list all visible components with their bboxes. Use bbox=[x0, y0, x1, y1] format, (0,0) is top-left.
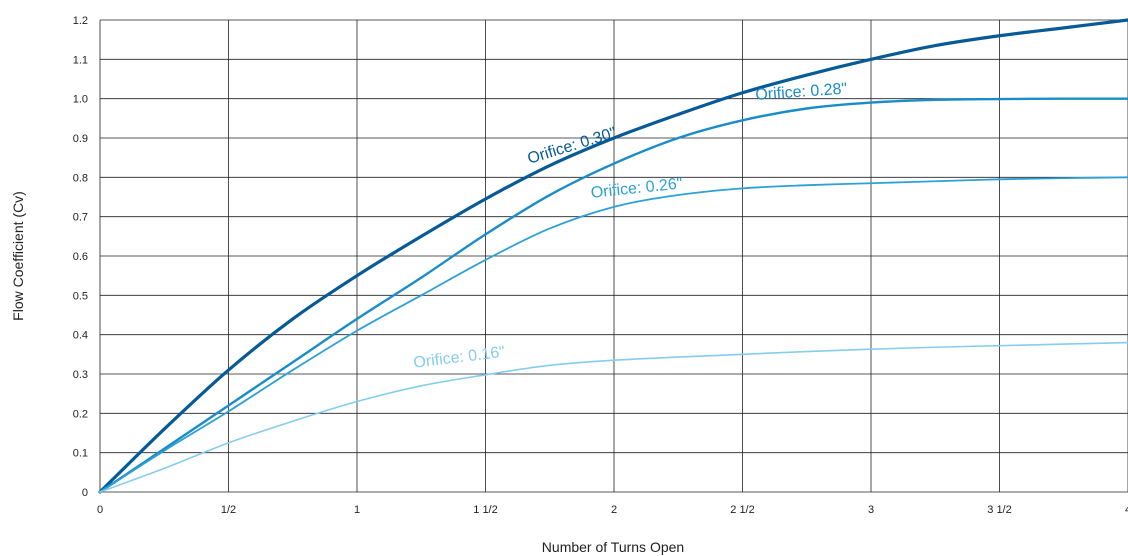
y-tick-label: 1.0 bbox=[73, 94, 88, 106]
series-line-2 bbox=[99, 176, 1128, 493]
x-tick-label: 1 1/2 bbox=[473, 504, 497, 516]
y-tick-label: 0.9 bbox=[73, 133, 88, 145]
grid bbox=[99, 19, 1128, 493]
y-tick-label: 0.3 bbox=[73, 369, 88, 381]
x-tick-label: 3 1/2 bbox=[987, 504, 1011, 516]
y-tick-label: 1.2 bbox=[73, 15, 88, 27]
y-tick-label: 1.1 bbox=[73, 54, 88, 66]
y-axis-title: Flow Coefficient (Cv) bbox=[10, 191, 26, 321]
x-tick-label: 3 bbox=[868, 504, 874, 516]
series-label: Orifice: 0.28" bbox=[755, 81, 848, 104]
series-label: Orifice: 0.26" bbox=[590, 175, 683, 202]
y-tick-label: 0.4 bbox=[73, 330, 88, 342]
series-labels: Orifice: 0.30". Orifice: 0.28" Orifice: 0.… bbox=[413, 81, 848, 372]
x-tick-label: 2 1/2 bbox=[730, 504, 754, 516]
x-axis-title: Number of Turns Open bbox=[542, 539, 684, 555]
y-tick-label: 0.8 bbox=[73, 172, 88, 184]
series-line-1 bbox=[98, 97, 1128, 494]
series-lines bbox=[98, 18, 1128, 494]
y-axis-ticks: 0 0.1 0.2 0.3 0.4 0.5 0.6 0.7 0.8 0.9 1.0 1.1 1.2 bbox=[73, 15, 88, 499]
y-tick-label: 0.5 bbox=[73, 290, 88, 302]
series-line-3 bbox=[99, 341, 1128, 493]
x-tick-label: 1 bbox=[354, 504, 360, 516]
series-label: Orifice: 0.30". bbox=[526, 123, 623, 167]
y-tick-label: 0.6 bbox=[73, 251, 88, 263]
x-tick-label: 0 bbox=[97, 504, 103, 516]
y-tick-label: 0.7 bbox=[73, 212, 88, 224]
y-tick-label: 0.2 bbox=[73, 408, 88, 420]
series-line-0 bbox=[98, 18, 1128, 494]
x-tick-label: 2 bbox=[611, 504, 617, 516]
x-tick-label: 1/2 bbox=[221, 504, 236, 516]
x-tick-label: 4 bbox=[1125, 504, 1128, 516]
y-tick-label: 0.1 bbox=[73, 448, 88, 460]
series-label: Orifice: 0.16" bbox=[413, 344, 506, 372]
y-tick-label: 0 bbox=[82, 487, 88, 499]
x-axis-ticks: 0 1/2 1 1 1/2 2 2 1/2 3 3 1/2 4 bbox=[97, 504, 1128, 516]
